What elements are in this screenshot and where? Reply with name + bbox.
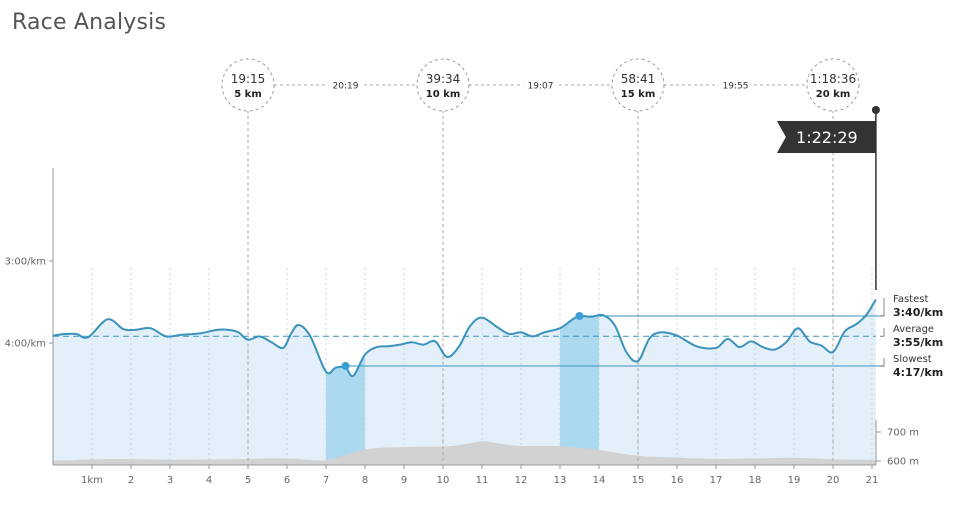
km-tick-label: 17: [710, 475, 723, 486]
km-tick-label: 20: [827, 475, 840, 486]
slowest-marker: [341, 361, 350, 370]
km-tick-label: 6: [284, 475, 290, 486]
split-time: 39:34: [426, 72, 461, 86]
km-tick-label: 2: [128, 475, 134, 486]
split-time: 58:41: [621, 72, 656, 86]
split-bubble[interactable]: [806, 58, 860, 112]
km-tick-label: 18: [749, 475, 762, 486]
km-tick-label: 15: [632, 475, 645, 486]
km-tick-label: 14: [593, 475, 606, 486]
segment-time-bg: [718, 78, 753, 92]
stat-value: 4:17/km: [893, 366, 943, 379]
elevation-area: [53, 441, 876, 465]
page-title: Race Analysis: [12, 10, 167, 35]
finish-pole-top: [871, 106, 880, 114]
highlight-band-slowest: [326, 299, 365, 465]
km-tick-label: 11: [476, 475, 489, 486]
split-time: 1:18:36: [810, 72, 856, 86]
stat-label: Slowest: [893, 354, 932, 365]
stat-bracket: [880, 328, 885, 337]
elevation-tick-label: 700 m: [887, 428, 919, 439]
km-tick-label: 7: [323, 475, 329, 486]
stat-value: 3:55/km: [893, 336, 943, 349]
split-distance: 20 km: [816, 89, 850, 100]
pace-tick-label: 3:00/km: [5, 257, 46, 268]
km-tick-label: 13: [554, 475, 567, 486]
split-distance: 15 km: [621, 89, 655, 100]
km-tick-label: 16: [671, 475, 684, 486]
elevation-tick-label: 600 m: [887, 457, 919, 468]
km-tick-label: 21: [866, 475, 879, 486]
pace-area: [53, 299, 876, 465]
km-tick-label: 5: [245, 475, 251, 486]
fastest-marker: [575, 311, 584, 320]
stat-label: Average: [893, 324, 934, 335]
km-tick-label: 19: [788, 475, 801, 486]
segment-time: 19:55: [723, 82, 749, 92]
km-tick-label: 12: [515, 475, 528, 486]
split-distance: 10 km: [426, 89, 460, 100]
split-time: 19:15: [231, 72, 266, 86]
stat-value: 3:40/km: [893, 306, 943, 319]
pace-tick-label: 4:00/km: [5, 339, 46, 350]
segment-time-bg: [328, 78, 363, 92]
km-tick-label: 8: [362, 475, 368, 486]
stat-bracket: [880, 358, 885, 367]
stat-label: Fastest: [893, 294, 928, 305]
segment-time-bg: [523, 78, 558, 92]
km-tick-label: 3: [167, 475, 173, 486]
finish-flag: [776, 121, 876, 153]
km-tick-label: 4: [206, 475, 212, 486]
km-tick-label: 9: [401, 475, 407, 486]
segment-time: 19:07: [528, 82, 554, 92]
km-tick-label: 10: [437, 475, 450, 486]
highlight-band-fastest: [560, 299, 599, 465]
stat-bracket: [880, 298, 885, 317]
pace-line: [52, 298, 877, 378]
finish-time: 1:22:29: [796, 128, 858, 147]
split-distance: 5 km: [234, 89, 262, 100]
km-tick-label: 1km: [81, 475, 103, 486]
segment-time: 20:19: [333, 82, 359, 92]
